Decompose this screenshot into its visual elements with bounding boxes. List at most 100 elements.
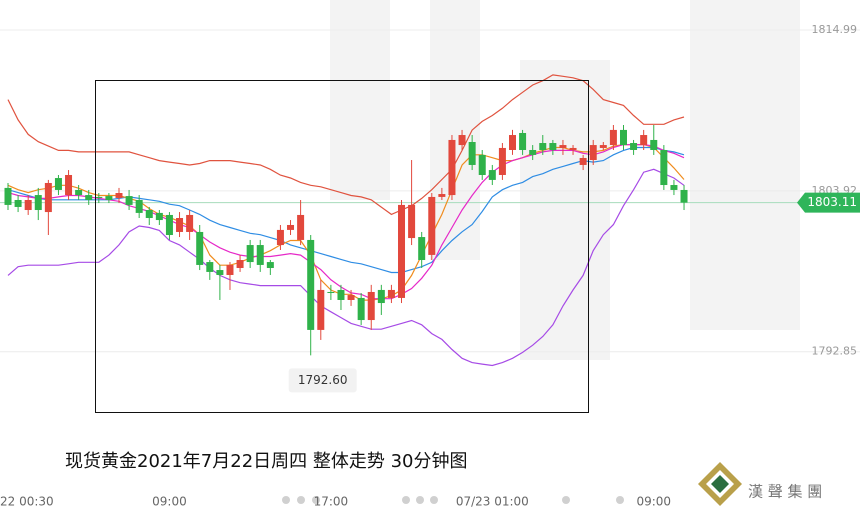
- candle-body: [216, 270, 224, 275]
- candle-body: [34, 195, 42, 211]
- candle-body: [125, 196, 133, 205]
- candle-body: [619, 129, 627, 146]
- candle-body: [650, 139, 658, 150]
- dot: [297, 496, 305, 504]
- candle-body: [438, 194, 446, 197]
- candle-body: [478, 154, 486, 175]
- candle-body: [539, 143, 547, 150]
- x-tick-label: 22 00:30: [0, 495, 54, 509]
- logo: 漢 聲 集 團: [698, 462, 822, 506]
- x-tick-label: 17:00: [314, 495, 349, 509]
- candle-body: [4, 187, 12, 205]
- candle-body: [297, 214, 305, 240]
- x-tick-label: 09:00: [152, 495, 187, 509]
- low-label: 1792.60: [298, 373, 348, 387]
- y-tick-label: 1792.85: [812, 345, 858, 358]
- candle-body: [509, 135, 516, 150]
- indicator-line: [7, 74, 685, 216]
- candle-body: [266, 262, 274, 269]
- y-tick-label: 1814.99: [812, 23, 858, 36]
- candle-body: [640, 135, 648, 146]
- candle-body: [327, 291, 335, 294]
- candle-body: [488, 170, 496, 180]
- candle-body: [367, 291, 375, 321]
- candle-body: [468, 141, 476, 165]
- candle-body: [135, 199, 143, 213]
- building: [520, 60, 610, 360]
- candle-body: [176, 218, 184, 232]
- candle-body: [589, 145, 597, 161]
- dot: [282, 496, 290, 504]
- candle-body: [458, 135, 466, 146]
- candle-body: [206, 262, 214, 272]
- candle-body: [256, 245, 264, 265]
- candle-body: [630, 143, 638, 150]
- indicator-line: [7, 146, 685, 274]
- candle-body: [54, 178, 62, 190]
- candle-body: [529, 149, 537, 155]
- highlight-box: [95, 80, 589, 413]
- candle-body: [377, 289, 385, 304]
- candle-body: [670, 185, 678, 190]
- candle-body: [115, 193, 123, 198]
- x-tick-label: 09:00: [636, 495, 671, 509]
- candle-body: [186, 214, 194, 232]
- scroll-dots: [282, 496, 624, 504]
- x-tick-label: 07/23 01:00: [456, 495, 529, 509]
- candle-body: [155, 212, 163, 221]
- dot: [616, 496, 624, 504]
- candle-body: [95, 196, 103, 198]
- logo-mark: [711, 475, 729, 493]
- candle-body: [549, 143, 557, 150]
- candle-body: [226, 264, 234, 275]
- candle-body: [428, 196, 436, 255]
- candle-body: [357, 297, 365, 321]
- candle-body: [337, 289, 345, 300]
- indicator-line: [7, 144, 685, 300]
- candle-body: [165, 214, 173, 236]
- candle-body: [418, 237, 426, 261]
- candle-body: [387, 289, 395, 298]
- dot: [430, 496, 438, 504]
- candle-body: [498, 147, 506, 175]
- last-price-tag: [797, 192, 860, 213]
- low-label-box: [288, 368, 357, 393]
- last-price-label: 1803.11: [807, 195, 857, 209]
- candle-body: [196, 231, 204, 265]
- candle-body: [307, 239, 315, 330]
- candle-body: [105, 196, 113, 200]
- candle-body: [317, 289, 325, 330]
- dot: [312, 496, 320, 504]
- candle-body: [44, 182, 52, 213]
- dot: [562, 496, 570, 504]
- background-buildings: [330, 0, 800, 360]
- candle-body: [519, 132, 527, 150]
- candle-body: [236, 260, 244, 269]
- candle-body: [14, 199, 22, 207]
- candle-body: [408, 204, 416, 239]
- candle-body: [65, 174, 73, 196]
- candle-body: [569, 147, 577, 150]
- chart-title: 现货黄金2021年7月22日周四 整体走势 30分钟图: [65, 451, 468, 472]
- candle-body: [287, 224, 295, 230]
- indicator-line: [7, 168, 685, 367]
- candle-body: [347, 295, 355, 300]
- building: [330, 0, 390, 200]
- candle-body: [75, 189, 83, 196]
- candle-body: [599, 145, 607, 148]
- candle-body: [276, 229, 284, 246]
- candle-body: [579, 157, 587, 165]
- candles: [4, 124, 688, 356]
- candle-body: [448, 139, 456, 196]
- candle-body: [680, 189, 688, 203]
- candle-body: [559, 145, 567, 148]
- dot: [402, 496, 410, 504]
- candle-body: [660, 149, 668, 186]
- dot: [416, 496, 424, 504]
- candle-body: [398, 204, 406, 298]
- candle-body: [145, 210, 153, 219]
- candle-body: [24, 199, 32, 211]
- candle-body: [609, 129, 617, 146]
